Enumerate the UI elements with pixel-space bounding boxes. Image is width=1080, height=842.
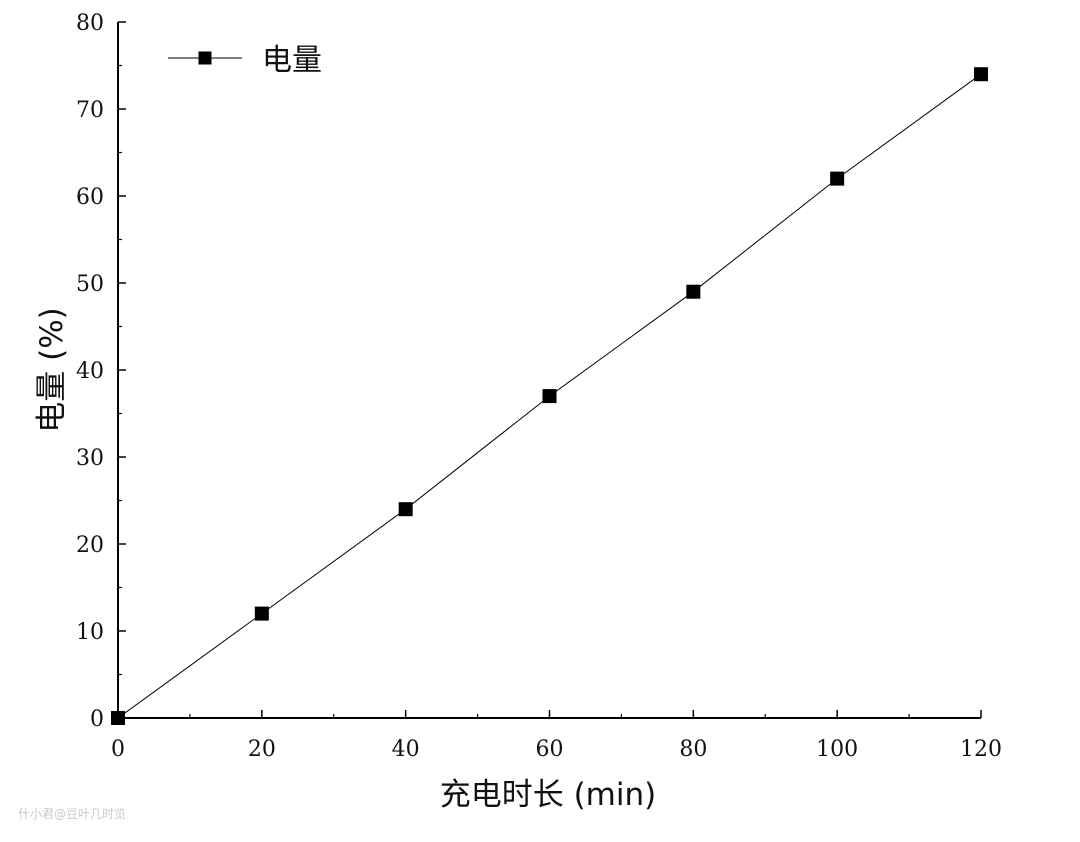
data-point-marker — [830, 171, 845, 186]
y-tick-label: 20 — [76, 533, 104, 558]
y-tick-label: 40 — [76, 359, 104, 384]
y-tick-label: 0 — [90, 707, 104, 732]
data-point-marker — [254, 606, 269, 621]
x-tick-label: 20 — [248, 737, 276, 762]
legend-marker-swatch — [198, 51, 212, 65]
x-axis-title: 充电时长 (min) — [440, 777, 657, 813]
data-point-marker — [111, 711, 125, 725]
y-tick-label: 10 — [76, 620, 104, 645]
y-tick-label: 60 — [76, 185, 104, 210]
legend: 电量 — [168, 43, 322, 78]
data-series — [111, 67, 988, 725]
y-tick-label: 80 — [76, 11, 104, 36]
x-tick-label: 40 — [392, 737, 420, 762]
data-point-marker — [686, 284, 701, 299]
x-tick-label: 120 — [960, 737, 1002, 762]
y-tick-label: 50 — [76, 272, 104, 297]
y-tick-label: 30 — [76, 446, 104, 471]
x-tick-label: 80 — [679, 737, 707, 762]
data-point-marker — [398, 502, 413, 517]
x-tick-label: 60 — [536, 737, 564, 762]
data-point-marker — [542, 389, 557, 404]
axes — [117, 22, 981, 719]
data-point-marker — [974, 67, 988, 82]
axis-ticks: 0 10 20 30 40 50 60 70 80 0 20 40 60 80 100 120 — [76, 11, 1002, 762]
x-tick-label: 0 — [111, 737, 125, 762]
y-tick-label: 70 — [76, 98, 104, 123]
legend-label: 电量 — [262, 43, 322, 78]
y-axis-title: 电量 (%) — [34, 307, 70, 433]
watermark: 什小君@豆叶几时览 — [18, 807, 127, 821]
x-tick-label: 100 — [816, 737, 858, 762]
